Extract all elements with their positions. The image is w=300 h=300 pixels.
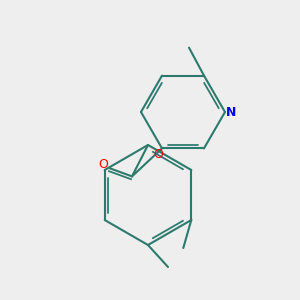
Text: O: O [98,158,108,171]
Text: N: N [226,106,236,118]
Text: O: O [153,148,163,161]
